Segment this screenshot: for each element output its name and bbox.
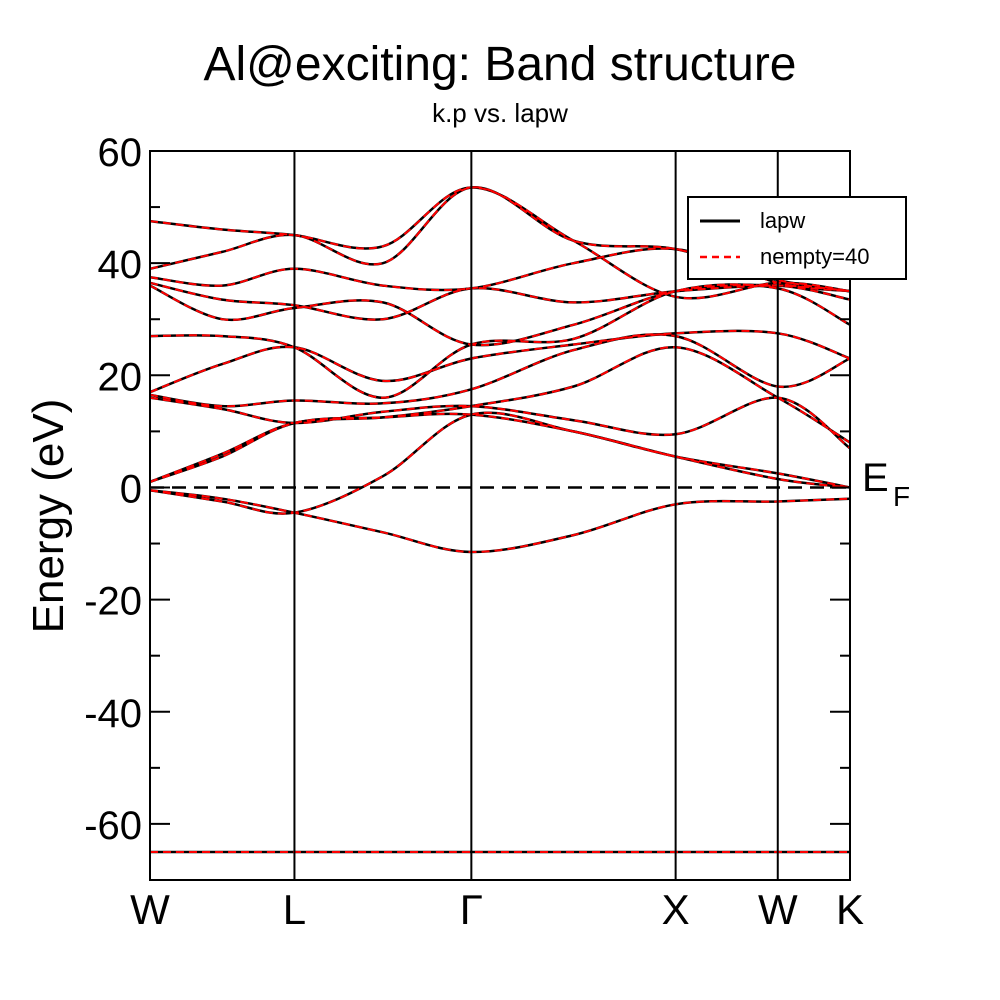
fermi-label-subscript: F	[893, 481, 910, 512]
y-tick-label: -60	[84, 804, 142, 848]
x-tick-label: Γ	[460, 886, 483, 933]
x-tick-label: W	[758, 886, 798, 933]
x-tick-label: X	[662, 886, 690, 933]
band-line-nempty-40	[149, 186, 851, 300]
legend-label-lapw: lapw	[760, 208, 805, 233]
legend: lapw nempty=40	[687, 196, 907, 280]
legend-box	[687, 196, 907, 280]
band-line-nempty-40	[149, 346, 851, 483]
y-tick-label: 60	[98, 131, 143, 175]
band-line-nempty-40	[149, 281, 851, 321]
chart-title: Al@exciting: Band structure	[204, 38, 797, 91]
x-tick-label: W	[130, 886, 170, 933]
y-tick-label: -40	[84, 692, 142, 736]
y-tick-label: 0	[120, 467, 142, 511]
y-tick-label: 20	[98, 355, 143, 399]
band-line-lapw	[149, 412, 851, 489]
band-line-nempty-40	[149, 489, 851, 554]
x-tick-label: K	[836, 886, 864, 933]
band-line-nempty-40	[149, 411, 851, 515]
band-line-nempty-40	[149, 283, 851, 347]
band-line-lapw	[149, 283, 851, 347]
y-tick-label: 40	[98, 243, 143, 287]
band-line-nempty-40	[149, 412, 851, 489]
band-line-lapw	[149, 489, 851, 554]
band-line-nempty-40	[149, 333, 851, 408]
series-lapw	[149, 186, 851, 854]
band-line-lapw	[149, 411, 851, 515]
x-tick-label: L	[283, 886, 306, 933]
band-line-nempty-40	[149, 329, 851, 394]
plot-frame	[149, 150, 851, 881]
y-axis-ticks: 60 40 20 0 -20 -40 -60	[84, 131, 850, 848]
chart-subtitle: k.p vs. lapw	[432, 98, 568, 128]
fermi-label: E F	[862, 456, 910, 512]
y-axis-label: Energy (eV)	[24, 399, 73, 634]
y-tick-label: -20	[84, 580, 142, 624]
fermi-label-main: E	[862, 456, 889, 500]
legend-label-nempty: nempty=40	[760, 244, 869, 269]
band-line-lapw	[149, 333, 851, 408]
band-line-nempty-40	[149, 396, 851, 450]
